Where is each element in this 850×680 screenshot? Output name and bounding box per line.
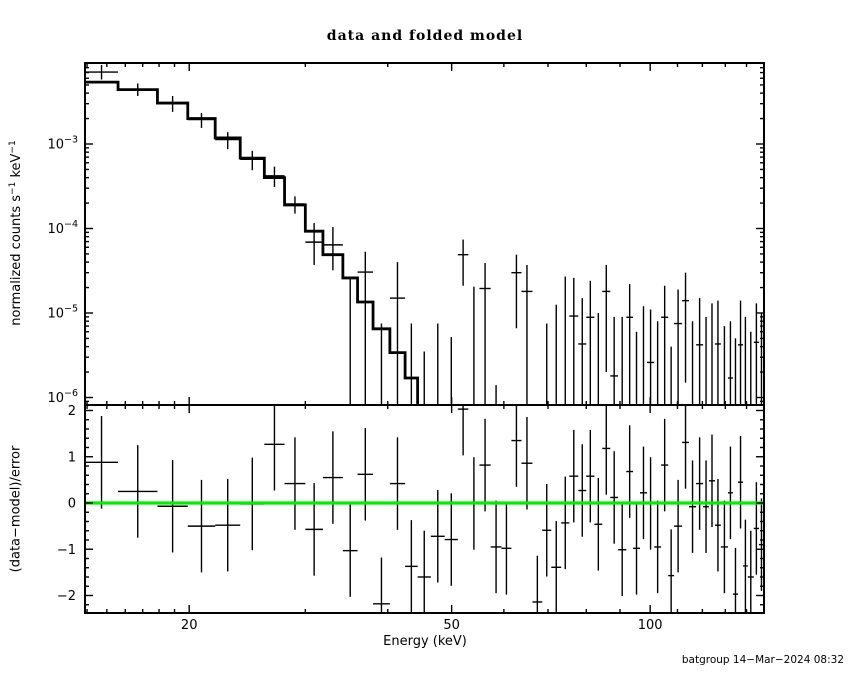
y-tick-label-bottom: −2 [57, 589, 76, 604]
data-points [85, 65, 763, 405]
y-tick-label-bottom: 2 [68, 404, 76, 419]
y-tick-label-top: 10−3 [47, 135, 78, 153]
y-axis-label-bottom: (data−model)/error [8, 445, 24, 573]
y-tick-label-top: 10−6 [47, 388, 78, 406]
y-axis-label-top: normalized counts s−1 keV−1 [7, 140, 25, 326]
y-tick-label-top: 10−5 [47, 304, 78, 322]
y-tick-label-bottom: −1 [57, 543, 76, 558]
x-tick-label: 20 [181, 618, 198, 633]
chart-title: data and folded model [326, 28, 524, 44]
y-tick-label-bottom: 1 [68, 450, 76, 465]
residual-points [85, 405, 764, 613]
bottom-panel [84, 404, 765, 614]
axis-ticks [85, 62, 764, 613]
y-tick-label-top: 10−4 [47, 219, 78, 237]
y-tick-label-bottom: 0 [68, 497, 76, 512]
panel-borders [84, 62, 765, 614]
footer-stamp: batgroup 14−Mar−2024 08:32 [681, 654, 844, 666]
x-tick-label: 50 [443, 618, 460, 633]
x-axis-label: Energy (keV) [383, 634, 467, 649]
tick-labels: 20 50 100 10−3 10−4 10−5 10−62 1 0 −1 −2 [47, 135, 662, 634]
x-tick-label: 100 [638, 618, 663, 633]
